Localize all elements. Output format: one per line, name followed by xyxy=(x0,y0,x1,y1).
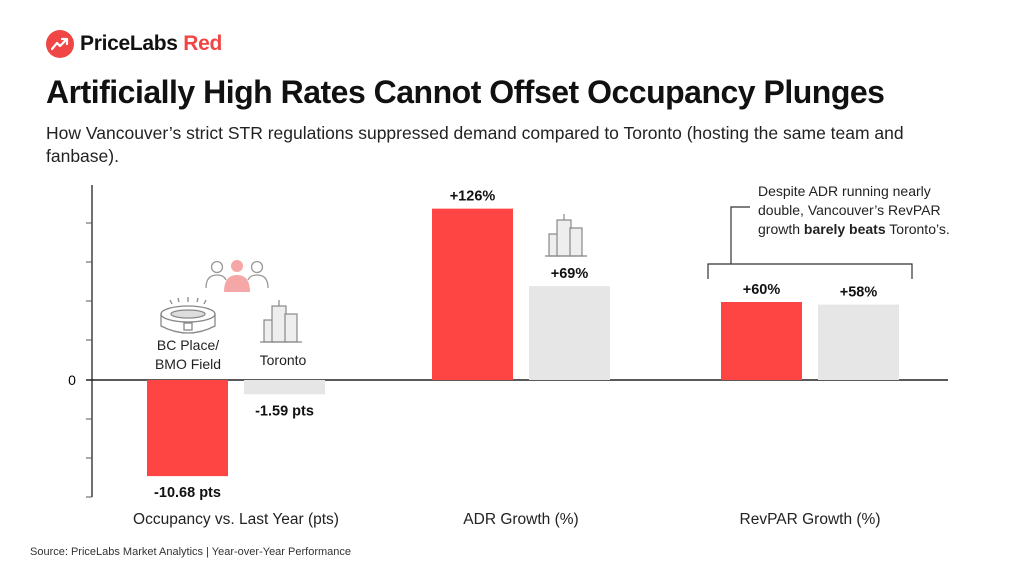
annotation-bold: barely beats xyxy=(803,221,886,237)
page-title: Artificially High Rates Cannot Offset Oc… xyxy=(46,74,885,110)
bar-vancouver xyxy=(721,302,802,380)
svg-text:BC Place/BMO Field: BC Place/BMO Field xyxy=(155,337,221,372)
data-label: +126% xyxy=(450,189,496,205)
category-label: Occupancy vs. Last Year (pts) xyxy=(133,511,339,528)
data-label: -1.59 pts xyxy=(255,403,314,419)
annotation: Despite ADR running nearly double, Vanco… xyxy=(758,182,958,239)
category-label: RevPAR Growth (%) xyxy=(740,511,881,528)
legend-toronto: Toronto xyxy=(260,352,307,368)
people-icon xyxy=(205,260,269,292)
annotation-bracket xyxy=(707,206,913,279)
buildings-icon xyxy=(545,214,587,257)
bar-toronto xyxy=(818,304,899,380)
bar-vancouver xyxy=(147,380,228,477)
brand-name: PriceLabs xyxy=(80,32,178,55)
bar-vancouver xyxy=(432,208,513,380)
data-label: +58% xyxy=(840,285,878,301)
y-tick-label: 0 xyxy=(68,372,76,388)
source-note: Source: PriceLabs Market Analytics | Yea… xyxy=(30,546,351,558)
annotation-text: Despite ADR running nearly double, Vanco… xyxy=(758,183,941,237)
category-label: ADR Growth (%) xyxy=(463,511,578,528)
buildings-icon xyxy=(260,300,302,343)
bar-toronto xyxy=(529,286,610,380)
stadium-icon xyxy=(160,297,216,334)
data-label: +60% xyxy=(743,282,781,298)
legend-vancouver-line1: BC Place/ xyxy=(157,337,219,353)
annotation-text-end: Toronto’s. xyxy=(885,221,950,237)
bar-toronto xyxy=(244,380,325,395)
data-label: -10.68 pts xyxy=(154,485,221,501)
legend-vancouver-line2: BMO Field xyxy=(155,356,221,372)
trending-up-icon xyxy=(46,30,74,58)
data-label: +69% xyxy=(551,266,589,282)
brand-accent: Red xyxy=(183,32,223,55)
brand-logo: PriceLabs Red xyxy=(46,30,222,58)
page-subtitle: How Vancouver’s strict STR regulations s… xyxy=(46,123,904,166)
